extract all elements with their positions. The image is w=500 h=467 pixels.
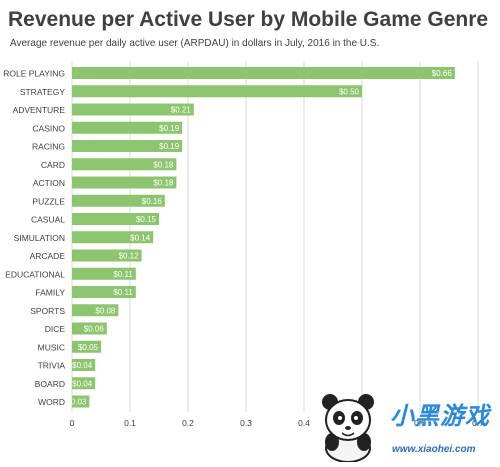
watermark-text: 小黑游戏 <box>390 403 490 430</box>
data-label: $0.06 <box>84 325 105 334</box>
category-label: SPORTS <box>30 306 65 316</box>
bar <box>72 194 165 207</box>
category-label: MUSIC <box>38 342 65 352</box>
data-label: $0.15 <box>136 215 157 224</box>
chart-title: Revenue per Active User by Mobile Game G… <box>8 8 489 31</box>
bar <box>72 121 183 134</box>
bar <box>72 213 159 225</box>
category-label: CASINO <box>32 123 65 133</box>
category-label: EDUCATIONAL <box>5 269 65 279</box>
x-tick-label: 0.7 <box>472 418 484 428</box>
category-label: WORD <box>38 397 65 407</box>
bar <box>72 322 107 335</box>
data-label: $0.66 <box>432 69 453 78</box>
x-tick-label: 0.4 <box>298 418 310 428</box>
category-label: ADVENTURE <box>13 105 66 115</box>
data-label: $0.04 <box>72 361 93 370</box>
data-labels: $0.66 $0.50 $0.21 $0.19 $0.19 $0.18 $0.18 $0.16… <box>66 69 452 407</box>
data-label: $0.03 <box>66 398 87 407</box>
category-label: ACTION <box>33 178 65 188</box>
bar <box>72 286 136 298</box>
bar <box>72 249 142 262</box>
data-label: $0.50 <box>339 87 360 96</box>
bar <box>72 267 136 280</box>
category-label: STRATEGY <box>20 87 66 97</box>
watermark-url: www.xiaohei.com <box>392 444 476 455</box>
category-label: ROLE PLAYING <box>3 69 65 79</box>
category-label: TRIVIA <box>38 361 66 371</box>
bar <box>72 158 177 171</box>
data-label: $0.11 <box>113 270 133 279</box>
category-label: SIMULATION <box>14 233 65 243</box>
grid-lines <box>71 62 479 412</box>
data-label: $0.21 <box>171 106 192 115</box>
data-label: $0.11 <box>113 288 133 297</box>
x-tick-label: 0.2 <box>182 418 194 428</box>
category-label: DICE <box>45 324 66 334</box>
data-label: $0.19 <box>159 124 180 133</box>
category-labels: ROLE PLAYING STRATEGY ADVENTURE CASINO RACIN… <box>3 69 65 408</box>
bars-group <box>72 67 455 408</box>
x-tick-label: 0.6 <box>414 418 426 428</box>
category-label: CARD <box>41 160 65 170</box>
category-label: ARCADE <box>30 251 66 261</box>
data-label: $0.04 <box>72 379 93 388</box>
category-label: CASUAL <box>31 215 65 225</box>
category-label: PUZZLE <box>32 196 65 206</box>
data-label: $0.18 <box>153 179 174 188</box>
data-label: $0.12 <box>119 252 140 261</box>
x-tick-label: 0 <box>70 418 75 428</box>
data-label: $0.14 <box>130 233 151 242</box>
panda-icon <box>322 394 374 463</box>
data-label: $0.19 <box>159 142 180 151</box>
data-label: $0.05 <box>78 343 99 352</box>
category-label: RACING <box>32 142 65 152</box>
bar <box>72 304 119 317</box>
watermark-logo: 小黑游戏 www.xiaohei.com <box>308 390 498 463</box>
bar <box>72 340 101 353</box>
chart-subtitle: Average revenue per daily active user (A… <box>10 38 380 49</box>
bar <box>72 377 96 390</box>
bar <box>72 231 154 244</box>
bar <box>72 103 194 116</box>
bar <box>72 359 96 371</box>
bar <box>72 176 177 189</box>
x-tick-label: 0.3 <box>240 418 252 428</box>
data-label: $0.16 <box>142 197 163 206</box>
category-label: FAMILY <box>35 288 65 298</box>
x-tick-label: 0.1 <box>124 418 136 428</box>
bar <box>72 67 455 79</box>
data-label: $0.08 <box>95 306 116 315</box>
bar <box>72 395 90 408</box>
bar <box>72 85 362 98</box>
category-label: BOARD <box>35 379 65 389</box>
data-label: $0.18 <box>153 160 174 169</box>
bar <box>72 140 183 152</box>
